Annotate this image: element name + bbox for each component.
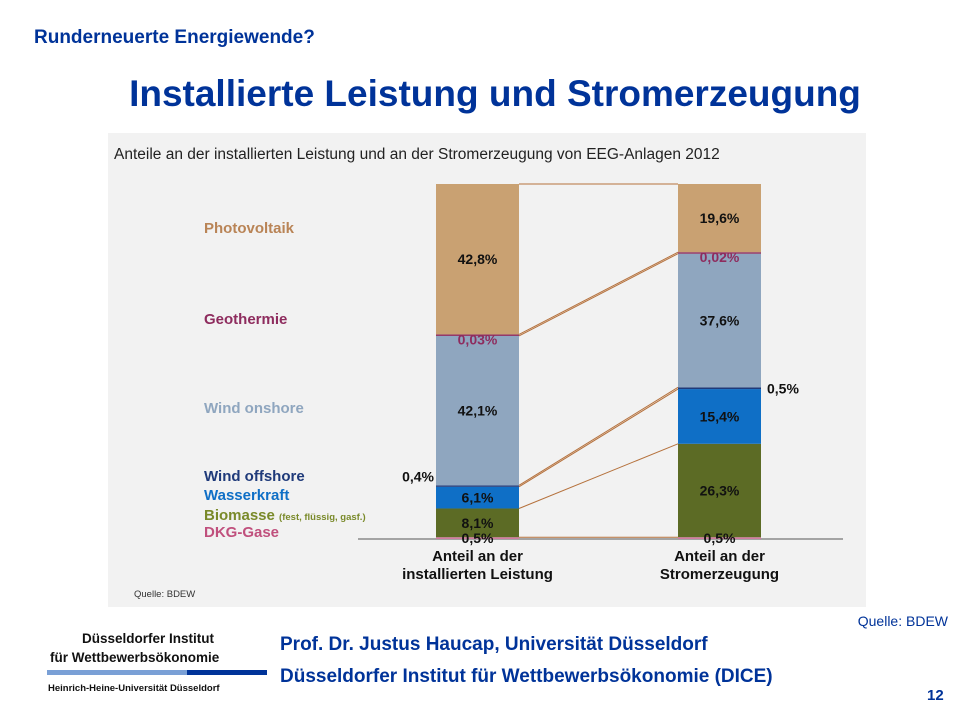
legend-entry-geothermie: Geothermie (204, 311, 287, 328)
bar-segment-wasserkraft-erzeugung (678, 389, 761, 444)
page-number: 12 (927, 687, 944, 704)
bar-segment-geothermie-erzeugung (678, 252, 761, 254)
bar-segment-dkg-gase-leistung (436, 537, 519, 539)
connector-line-geothermie (518, 251, 679, 335)
bar-segment-dkg-gase-erzeugung (678, 537, 761, 539)
legend-entry-photovoltaik: Photovoltaik (204, 220, 295, 237)
data-label-geothermie-erzeugung: 0,02% (700, 249, 740, 265)
connector-line-wind-offshore (518, 386, 679, 486)
presenter-name: Prof. Dr. Justus Haucap, Universität Düs… (280, 634, 708, 655)
connector-line-biomasse-fest-flüssig-gasf (518, 443, 679, 509)
bar-segment-wind-offshore-erzeugung (678, 387, 761, 390)
data-label-geothermie-leistung: 0,03% (458, 331, 498, 347)
legend-entry-wind-onshore: Wind onshore (204, 400, 304, 417)
bar-segment-biomasse-fest-flüssig-gasf-erzeugung (678, 443, 761, 538)
bar-segment-wasserkraft-leistung (436, 486, 519, 509)
data-label-wasserkraft-erzeugung: 15,4% (700, 408, 740, 424)
bar-segment-wind-onshore-erzeugung (678, 253, 761, 388)
category-labels: Anteil an der installierten Leistung Antei… (402, 548, 779, 583)
legend-entry-wasserkraft: Wasserkraft (204, 487, 289, 504)
institute-name: Düsseldorfer Institut für Wettbewerbsöko… (280, 666, 773, 687)
data-label-biomasse-fest-flüssig-gasf-erzeugung: 26,3% (700, 483, 740, 499)
bar-segments (358, 184, 843, 540)
data-label-wind-offshore-leistung: 0,4% (402, 468, 434, 484)
bar-segment-photovoltaik-leistung (436, 184, 519, 335)
connector-lines (518, 183, 679, 538)
data-label-wind-offshore-erzeugung: 0,5% (767, 380, 799, 396)
data-label-biomasse-fest-flüssig-gasf-leistung: 8,1% (462, 515, 494, 531)
connector-line-wind-onshore (518, 253, 679, 337)
bar-segment-geothermie-leistung (436, 334, 519, 336)
data-label-photovoltaik-erzeugung: 19,6% (700, 210, 740, 226)
logo-line-3: Heinrich-Heine-Universität Düsseldorf (48, 683, 220, 694)
legend-entry-wind-offshore: Wind offshore (204, 468, 305, 485)
logo-line-2: für Wettbewerbsökonomie (50, 650, 220, 665)
source-credit: Quelle: BDEW (857, 613, 948, 629)
logo-stripe (47, 670, 267, 675)
connector-line-wasserkraft (518, 388, 679, 488)
stacked-bar-chart: Anteile an der installierten Leistung un… (114, 146, 843, 600)
chart-panel: Anteile an der installierten Leistung un… (108, 133, 866, 607)
data-label-wind-onshore-leistung: 42,1% (458, 403, 498, 419)
chart-title: Anteile an der installierten Leistung un… (114, 146, 720, 163)
legend-entry-biomasse-fest-flüssig-gasf: Biomasse (fest, flüssig, gasf.) (204, 507, 366, 524)
chart-source-note: Quelle: BDEW (134, 589, 195, 600)
category-label-leistung: Anteil an der installierten Leistung (402, 548, 553, 583)
data-label-photovoltaik-leistung: 42,8% (458, 251, 498, 267)
slide-title: Installierte Leistung und Stromerzeugung (129, 73, 861, 114)
value-labels: 0,5% 0,5%8,1%26,3%6,1%15,4%0,4%0,5%42,1%3… (402, 210, 799, 546)
slide-header: Runderneuerte Energiewende? (34, 27, 315, 48)
bar-segment-photovoltaik-erzeugung (678, 184, 761, 253)
legend-entry-dkg-gase: DKG-Gase (204, 524, 279, 541)
data-label-wasserkraft-leistung: 6,1% (462, 490, 494, 506)
category-label-erzeugung: Anteil an der Stromerzeugung (660, 548, 779, 583)
data-label-dkg-gase-erzeugung: 0,5% (704, 530, 736, 546)
bar-segment-wind-offshore-leistung (436, 485, 519, 487)
data-label-dkg-gase-leistung: 0,5% (462, 530, 494, 546)
dice-logo: Düsseldorfer Institut für Wettbewerbsöko… (42, 623, 269, 704)
bar-segment-biomasse-fest-flüssig-gasf-leistung (436, 508, 519, 538)
logo-line-1: Düsseldorfer Institut (82, 631, 215, 646)
bar-segment-wind-onshore-leistung (436, 335, 519, 486)
data-label-wind-onshore-erzeugung: 37,6% (700, 313, 740, 329)
